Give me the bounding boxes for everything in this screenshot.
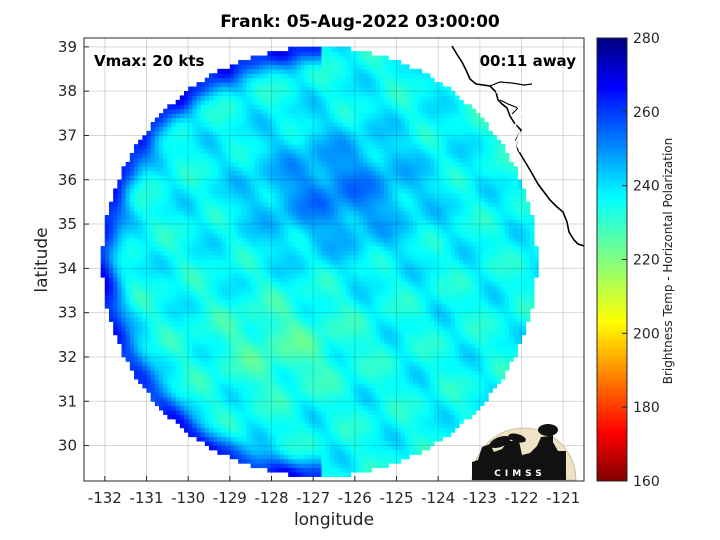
y-tick-label: 39: [58, 38, 77, 56]
colorbar-tick-label: 200: [633, 326, 660, 342]
colorbar-tick-label: 240: [633, 179, 660, 195]
coastline: [451, 45, 584, 247]
y-axis-label: latitude: [32, 227, 52, 293]
plot-frame: [83, 37, 585, 482]
chart-title: Frank: 05-Aug-2022 03:00:00: [220, 12, 500, 32]
time-offset-annotation: 00:11 away: [479, 52, 576, 70]
x-tick-label: -123: [463, 489, 497, 507]
y-tick-label: 38: [58, 82, 77, 100]
x-tick-label: -121: [546, 489, 580, 507]
x-tick-label: -122: [504, 489, 538, 507]
x-tick-label: -130: [171, 489, 205, 507]
x-tick-label: -128: [254, 489, 288, 507]
y-tick-label: 33: [58, 304, 77, 322]
x-axis: -132 -131 -130 -129 -128 -127 -126 -125 -124 -123…: [88, 476, 580, 507]
vmax-annotation: Vmax: 20 kts: [94, 52, 205, 70]
y-tick-label: 37: [58, 126, 77, 144]
y-tick-label: 30: [58, 437, 77, 455]
y-tick-label: 31: [58, 392, 77, 410]
x-tick-label: -131: [129, 489, 163, 507]
logo-text: CIMSS: [494, 469, 545, 479]
grid-lines: [84, 38, 584, 481]
x-tick-label: -127: [296, 489, 330, 507]
colorbar-label: Brightness Temp - Horizontal Polarizatio…: [661, 137, 675, 385]
colorbar-tick-label: 220: [633, 253, 660, 269]
y-tick-label: 36: [58, 171, 77, 189]
colorbar-ticks: 160 180 200 220 240 260 280: [622, 31, 660, 490]
x-tick-label: -126: [338, 489, 372, 507]
x-axis-label: longitude: [293, 510, 375, 530]
x-tick-label: -124: [421, 489, 455, 507]
y-tick-label: 34: [58, 259, 77, 277]
colorbar-tick-label: 180: [633, 400, 660, 416]
y-tick-label: 32: [58, 348, 77, 366]
x-tick-label: -132: [88, 489, 122, 507]
y-tick-label: 35: [58, 215, 77, 233]
cimss-logo: CIMSS: [471, 424, 577, 481]
x-tick-label: -129: [213, 489, 247, 507]
x-tick-label: -125: [379, 489, 413, 507]
brightness-temp-field: [100, 46, 539, 477]
y-axis: 30 31 32 33 34 35 36 37 38 39: [58, 38, 89, 455]
colorbar-tick-label: 280: [633, 31, 660, 47]
colorbar-tick-label: 160: [633, 474, 660, 490]
colorbar-tick-label: 260: [633, 105, 660, 121]
